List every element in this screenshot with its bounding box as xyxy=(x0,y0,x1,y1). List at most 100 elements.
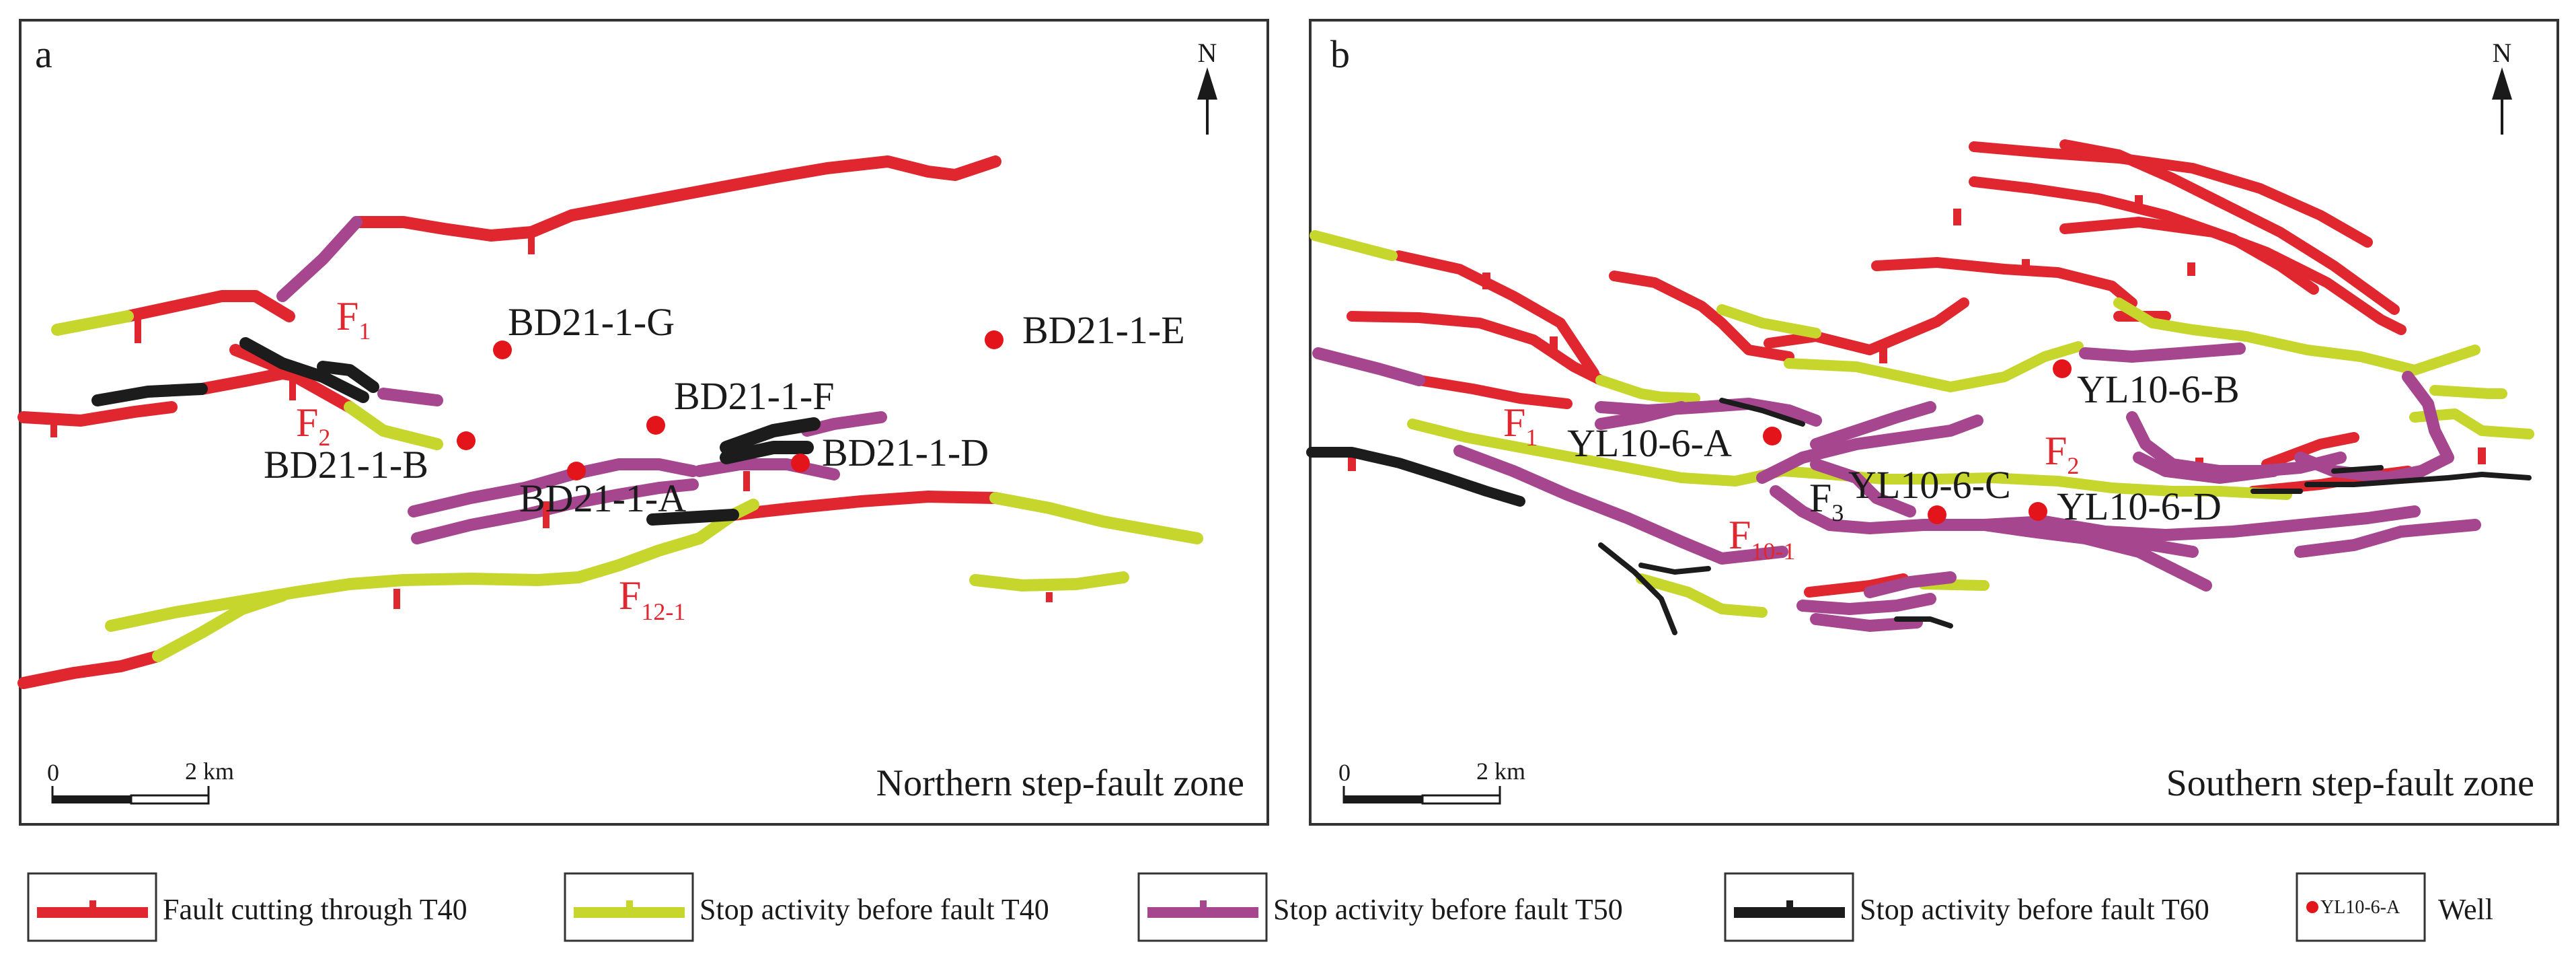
scale-zero-label: 0 xyxy=(1338,759,1351,786)
fault-b-green-2 xyxy=(2113,297,2480,375)
panel-a-faults-green xyxy=(51,310,1203,662)
fault-b-purple-17 xyxy=(1810,401,1936,450)
well-marker xyxy=(1928,505,1946,524)
fault-b-purple-16 xyxy=(1810,458,1916,517)
legend-label: Well xyxy=(2438,893,2493,926)
fault-b-red-7 xyxy=(1394,250,1599,379)
legend-label: Fault cutting through T40 xyxy=(163,893,467,926)
fault-b-f2-label: F2 xyxy=(2045,429,2079,479)
fault-b-purple-4 xyxy=(1756,415,1983,484)
panel-a-faults-red xyxy=(17,155,1053,689)
legend-well-dot xyxy=(2306,901,2318,913)
fault-b-purple-2 xyxy=(1453,445,1788,565)
fault-b-green-f1 xyxy=(1407,419,1788,487)
fault-b-purple-7 xyxy=(2039,505,2421,541)
fault-b-f3-label: F3 xyxy=(1809,476,1844,526)
fault-b-black-6 xyxy=(2304,472,2532,487)
panel-a-frame xyxy=(19,19,1269,826)
panel-a-scale-bar: 0 2 km xyxy=(47,758,234,805)
legend-item-t40-cut: Fault cutting through T40 xyxy=(27,872,467,942)
scale-end-label: 2 km xyxy=(185,758,234,785)
fault-b-red-right2 xyxy=(2261,432,2359,470)
legend-item-stop-t50: Stop activity before fault T50 xyxy=(1137,872,1623,942)
scale-bar-black xyxy=(52,795,131,803)
fault-b-green-5 xyxy=(1784,341,2084,392)
legend-label: Stop activity before fault T50 xyxy=(1273,893,1623,926)
panel-b-north-arrow: N xyxy=(2492,38,2512,135)
fault-b-purple-15 xyxy=(1864,571,1957,598)
panel-a-wells: BD21-1-G BD21-1-E BD21-1-F BD21-1-B BD21… xyxy=(264,300,1185,520)
fault-b-purple-8 xyxy=(2294,519,2481,558)
well-marker xyxy=(985,330,1003,349)
fault-b-black-1 xyxy=(1306,447,1525,507)
well-marker xyxy=(2029,502,2047,521)
fault-b-purple-1 xyxy=(1312,347,1425,386)
fault-b-green-3 xyxy=(2429,385,2507,399)
panel-b-faults-green xyxy=(1310,230,2534,618)
panel-a-north-arrow: N xyxy=(1197,38,1217,135)
fault-b-red-5 xyxy=(1871,257,2137,308)
well-label: YL10-6-D xyxy=(2057,485,2222,528)
well-label: BD21-1-E xyxy=(1022,308,1185,352)
legend-item-stop-t40: Stop activity before fault T40 xyxy=(564,872,1049,942)
scale-zero-label: 0 xyxy=(47,759,59,786)
fault-b-f1-label: F1 xyxy=(1503,400,1538,451)
well-label: BD21-1-D xyxy=(822,431,989,474)
scale-bar-black xyxy=(1344,795,1423,803)
legend-label: Stop activity before fault T60 xyxy=(1860,893,2209,926)
panel-b-zone-label: Southern step-fault zone xyxy=(2166,762,2534,804)
fault-a-black-f2 xyxy=(239,337,369,403)
fault-b-purple-14 xyxy=(1810,613,1923,632)
panel-b-frame xyxy=(1309,19,2559,826)
well-label: BD21-1-A xyxy=(519,476,686,520)
fault-a-purple-mid3 xyxy=(693,458,840,480)
well-label: BD21-1-F xyxy=(674,374,834,418)
legend-well-sample: YL10-6-A xyxy=(2320,897,2400,918)
fault-b-purple-10 xyxy=(2126,411,2347,477)
fault-b-red-2 xyxy=(1969,176,2319,295)
fault-b-purple-11 xyxy=(2079,343,2246,363)
panel-b-north-label: N xyxy=(2493,38,2512,68)
fault-b-red-9 xyxy=(1764,297,1969,355)
fault-b-red-3 xyxy=(2059,217,2407,335)
fault-a-red-main xyxy=(727,491,1001,521)
fault-b-purple-3 xyxy=(1595,398,1822,427)
well-label: YL10-6-B xyxy=(2077,367,2240,411)
fault-b-purple-13 xyxy=(1796,593,1936,615)
legend: Fault cutting through T40 Stop activity … xyxy=(27,872,2493,942)
fault-a-f2-red-b xyxy=(229,344,356,413)
fault-b-red-left xyxy=(1414,375,1573,409)
well-marker xyxy=(1763,427,1782,445)
fault-a-black-mid xyxy=(646,509,739,526)
panel-b-label: b xyxy=(1330,32,1350,76)
legend-label: Stop activity before fault T40 xyxy=(699,893,1049,926)
north-arrow-head-icon xyxy=(1197,67,1217,100)
fault-b-black-5 xyxy=(1894,616,1953,629)
well-label: BD21-1-G xyxy=(508,300,675,344)
fault-a-f12-green xyxy=(105,499,759,632)
fault-b-purple-6 xyxy=(1978,519,2212,592)
fault-a-f1-red xyxy=(122,290,295,322)
well-marker xyxy=(493,341,512,359)
well-label: BD21-1-B xyxy=(264,443,428,487)
panel-b-faults-purple xyxy=(1312,343,2481,632)
fault-b-green-7 xyxy=(1716,304,1821,338)
fault-b-black-4 xyxy=(1638,563,1711,575)
scale-end-label: 2 km xyxy=(1476,758,1525,785)
fault-b-black-3 xyxy=(1598,542,1677,635)
fault-a-purple-f2 xyxy=(377,388,443,406)
scale-bar-white xyxy=(130,794,210,805)
fault-b-green-6 xyxy=(1595,375,1700,404)
fault-a-black-block2 xyxy=(720,441,814,464)
panel-a-label: a xyxy=(35,32,52,76)
panel-b-scale-bar: 0 2 km xyxy=(1338,758,1525,805)
fault-a-purple-mid2 xyxy=(411,478,699,544)
fault-a-green-short xyxy=(969,571,1129,592)
fault-a-f2-green xyxy=(344,401,443,450)
fault-b-black-2 xyxy=(1719,398,1805,427)
fault-a-f12-green-b xyxy=(152,589,289,662)
well-marker xyxy=(646,416,665,435)
panel-b-wells: YL10-6-B YL10-6-A YL10-6-C YL10-6-D xyxy=(1567,359,2240,528)
fault-b-green-8 xyxy=(1636,573,1768,618)
